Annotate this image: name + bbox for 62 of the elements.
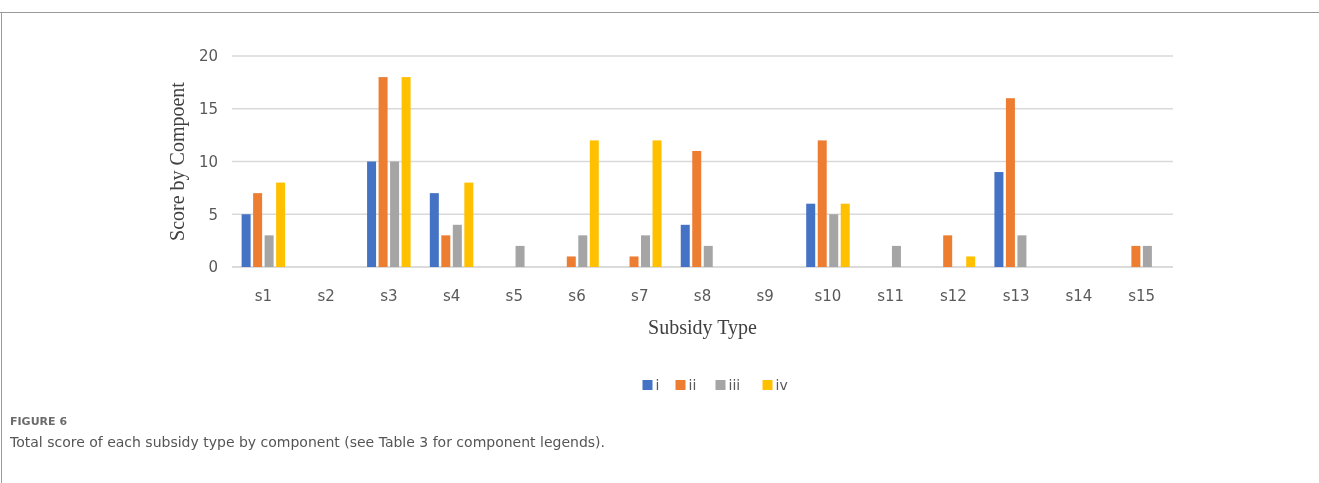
- bar: [253, 193, 263, 267]
- x-tick-label: s2: [317, 287, 335, 306]
- x-tick-label: s4: [442, 287, 461, 306]
- y-tick-label: 0: [208, 258, 218, 277]
- text: Total score of each subsidy type by component (see Table 3 for component legends).: [9, 433, 605, 450]
- bar: [401, 77, 411, 267]
- x-tick-label: s1: [254, 287, 273, 306]
- bar: [966, 256, 976, 267]
- bar: [994, 172, 1004, 267]
- bar: [452, 224, 462, 267]
- bar: [578, 235, 588, 267]
- legend-label: i: [655, 376, 660, 393]
- bar: [390, 161, 400, 267]
- x-tick-label: s14: [1065, 287, 1093, 306]
- x-tick-label: s9: [756, 287, 774, 306]
- y-tick-label: 20: [198, 47, 218, 66]
- bar: [515, 245, 525, 267]
- bar: [1005, 98, 1015, 267]
- bar: [817, 140, 827, 267]
- x-tick-label: s10: [814, 287, 842, 306]
- x-tick-label: s13: [1002, 287, 1030, 306]
- x-tick-label: s8: [693, 287, 712, 306]
- bar: [692, 150, 702, 267]
- bar: [641, 235, 651, 267]
- bar: [241, 214, 251, 267]
- x-tick-label: s6: [568, 287, 586, 306]
- bar: [840, 203, 850, 267]
- bar: [1017, 235, 1027, 267]
- y-tick-label: 15: [198, 100, 218, 118]
- x-tick-label: s15: [1128, 287, 1156, 306]
- y-tick-label: 5: [208, 205, 218, 224]
- y-tick-label: 10: [198, 152, 218, 171]
- bar: [629, 256, 639, 267]
- bar: [891, 245, 901, 267]
- bar: [680, 224, 690, 267]
- x-tick-label: s7: [631, 287, 649, 306]
- bar: [806, 203, 816, 267]
- bar: [464, 182, 474, 267]
- bar: [589, 140, 599, 267]
- x-tick-label: s12: [939, 287, 967, 306]
- bar: [429, 193, 439, 267]
- x-tick-label: s3: [380, 287, 398, 306]
- y-axis-title: Score by Compoent: [166, 81, 189, 241]
- bar: [367, 161, 377, 267]
- bar: [943, 235, 953, 267]
- x-axis-title: Subsidy Type: [648, 316, 758, 339]
- bar: [378, 77, 388, 267]
- bar: [276, 182, 286, 267]
- bar: [1142, 245, 1152, 267]
- bar: [566, 256, 576, 267]
- bar: [829, 214, 839, 267]
- x-tick-label: s11: [877, 287, 905, 306]
- legend-label: iii: [728, 376, 741, 393]
- bar: [652, 140, 662, 267]
- bar: [1131, 245, 1141, 267]
- legend-label: iv: [775, 376, 788, 393]
- legend-label: ii: [688, 376, 697, 393]
- bar: [264, 235, 274, 267]
- bar: [703, 245, 713, 267]
- bar: [441, 235, 451, 267]
- x-tick-label: s5: [505, 287, 523, 306]
- caption: FIGURE 6: [10, 414, 68, 428]
